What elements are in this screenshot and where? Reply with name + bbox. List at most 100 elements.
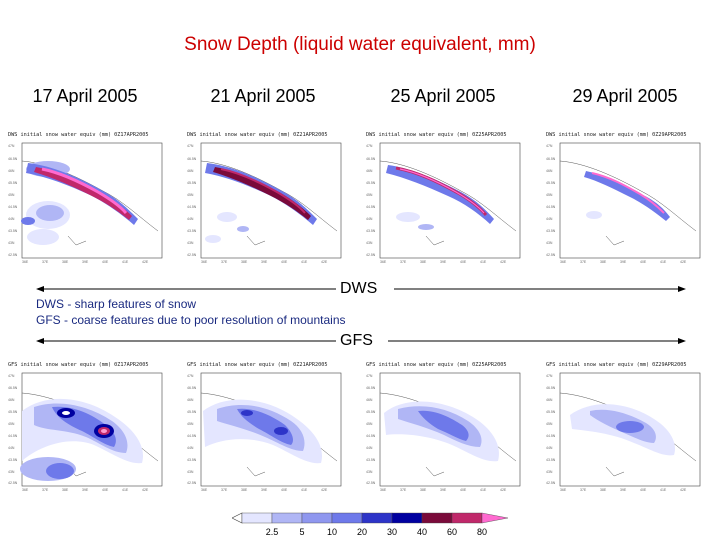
dws-note: DWS - sharp features of snow: [36, 297, 197, 311]
svg-text:46N: 46N: [187, 398, 194, 402]
svg-text:45N: 45N: [366, 193, 373, 197]
svg-text:36E: 36E: [22, 260, 29, 264]
svg-text:38E: 38E: [62, 488, 69, 492]
svg-text:42E: 42E: [142, 488, 149, 492]
svg-text:37E: 37E: [42, 488, 49, 492]
svg-text:45N: 45N: [546, 422, 553, 426]
gfs-note: GFS - coarse features due to poor resolu…: [36, 313, 346, 327]
svg-text:45N: 45N: [8, 422, 15, 426]
svg-text:36E: 36E: [380, 260, 387, 264]
colorbar-label: 80: [477, 527, 487, 537]
svg-text:39E: 39E: [82, 260, 89, 264]
svg-text:44.5N: 44.5N: [8, 205, 18, 209]
colorbar-swatch-4: [331, 512, 363, 524]
svg-text:44.5N: 44.5N: [8, 434, 18, 438]
svg-text:41E: 41E: [660, 488, 667, 492]
svg-text:45.5N: 45.5N: [366, 410, 376, 414]
svg-text:46.5N: 46.5N: [187, 157, 197, 161]
gfs-map-panel-2: GFS initial snow water equiv (mm) 0Z21AP…: [187, 362, 357, 492]
svg-text:46.5N: 46.5N: [366, 157, 376, 161]
svg-text:37E: 37E: [580, 488, 587, 492]
svg-text:42.5N: 42.5N: [8, 253, 18, 257]
svg-text:46N: 46N: [8, 398, 15, 402]
svg-text:40E: 40E: [102, 488, 109, 492]
svg-text:41E: 41E: [122, 260, 129, 264]
svg-text:42.5N: 42.5N: [366, 481, 376, 485]
dws-map-panel-2: DWS initial snow water equiv (mm) 0Z21AP…: [187, 132, 357, 264]
svg-text:44.5N: 44.5N: [366, 205, 376, 209]
snow-map: 47N 46.5N 46N 45.5N 45N 44.5N 44N 43.5N 43N 42…: [187, 142, 342, 264]
svg-text:44N: 44N: [366, 446, 373, 450]
svg-text:41E: 41E: [301, 488, 308, 492]
svg-text:41E: 41E: [480, 260, 487, 264]
svg-text:43N: 43N: [8, 470, 15, 474]
panel-caption: DWS initial snow water equiv (mm) 0Z17AP…: [8, 132, 149, 138]
svg-text:38E: 38E: [241, 260, 248, 264]
svg-text:44.5N: 44.5N: [366, 434, 376, 438]
svg-text:39E: 39E: [82, 488, 89, 492]
svg-text:42.5N: 42.5N: [546, 481, 556, 485]
svg-text:38E: 38E: [420, 488, 427, 492]
svg-text:45.5N: 45.5N: [366, 181, 376, 185]
svg-text:42E: 42E: [142, 260, 149, 264]
svg-text:37E: 37E: [221, 488, 228, 492]
svg-text:44.5N: 44.5N: [546, 205, 556, 209]
colorbar-swatch-3: [301, 512, 333, 524]
colorbar-swatch-7: [421, 512, 453, 524]
svg-text:44N: 44N: [546, 217, 553, 221]
svg-text:46.5N: 46.5N: [8, 386, 18, 390]
svg-text:45N: 45N: [546, 193, 553, 197]
svg-text:42E: 42E: [500, 260, 507, 264]
svg-text:41E: 41E: [480, 488, 487, 492]
svg-text:46N: 46N: [546, 169, 553, 173]
svg-text:45.5N: 45.5N: [8, 410, 18, 414]
svg-text:46N: 46N: [546, 398, 553, 402]
snow-map: 47N 46.5N 46N 45.5N 45N 44.5N 44N 43.5N 43N 42…: [187, 372, 342, 492]
svg-text:40E: 40E: [640, 488, 647, 492]
svg-text:47N: 47N: [546, 374, 553, 378]
gfs-map-panel-4: GFS initial snow water equiv (mm) 0Z29AP…: [546, 362, 716, 492]
svg-text:39E: 39E: [440, 488, 447, 492]
panel-caption: GFS initial snow water equiv (mm) 0Z21AP…: [187, 362, 328, 368]
svg-text:44N: 44N: [8, 217, 15, 221]
svg-text:47N: 47N: [366, 374, 373, 378]
svg-text:41E: 41E: [122, 488, 129, 492]
svg-text:37E: 37E: [400, 260, 407, 264]
svg-text:42E: 42E: [680, 488, 687, 492]
colorbar-label: 60: [447, 527, 457, 537]
svg-text:43.5N: 43.5N: [546, 229, 556, 233]
colorbar-swatch-8: [451, 512, 483, 524]
svg-text:40E: 40E: [281, 488, 288, 492]
svg-text:44.5N: 44.5N: [546, 434, 556, 438]
svg-text:42.5N: 42.5N: [187, 253, 197, 257]
svg-text:38E: 38E: [600, 260, 607, 264]
date-label-3: 25 April 2005: [390, 86, 496, 106]
svg-text:47N: 47N: [366, 144, 373, 148]
svg-text:39E: 39E: [261, 260, 268, 264]
colorbar-swatch-2: [271, 512, 303, 524]
svg-text:45.5N: 45.5N: [546, 410, 556, 414]
svg-text:45N: 45N: [187, 422, 194, 426]
svg-text:43N: 43N: [546, 241, 553, 245]
panel-caption: GFS initial snow water equiv (mm) 0Z17AP…: [8, 362, 149, 368]
gfs-map-panel-1: GFS initial snow water equiv (mm) 0Z17AP…: [8, 362, 178, 492]
svg-text:43N: 43N: [187, 241, 194, 245]
svg-text:37E: 37E: [221, 260, 228, 264]
svg-text:43.5N: 43.5N: [546, 458, 556, 462]
svg-text:45N: 45N: [366, 422, 373, 426]
date-label-4: 29 April 2005: [572, 86, 678, 106]
svg-text:43.5N: 43.5N: [187, 229, 197, 233]
colorbar-label: 40: [417, 527, 427, 537]
colorbar-swatch-1: [241, 512, 273, 524]
colorbar-label: 5: [299, 527, 304, 537]
panel-caption: GFS initial snow water equiv (mm) 0Z25AP…: [366, 362, 507, 368]
svg-text:38E: 38E: [600, 488, 607, 492]
svg-text:40E: 40E: [460, 260, 467, 264]
panel-caption: DWS initial snow water equiv (mm) 0Z21AP…: [187, 132, 328, 138]
panel-caption: GFS initial snow water equiv (mm) 0Z29AP…: [546, 362, 687, 368]
dws-map-panel-4: DWS initial snow water equiv (mm) 0Z29AP…: [546, 132, 716, 264]
svg-text:42.5N: 42.5N: [8, 481, 18, 485]
svg-text:42.5N: 42.5N: [366, 253, 376, 257]
colorbar-swatch-6: [391, 512, 423, 524]
gfs-map-panel-3: GFS initial snow water equiv (mm) 0Z25AP…: [366, 362, 536, 492]
